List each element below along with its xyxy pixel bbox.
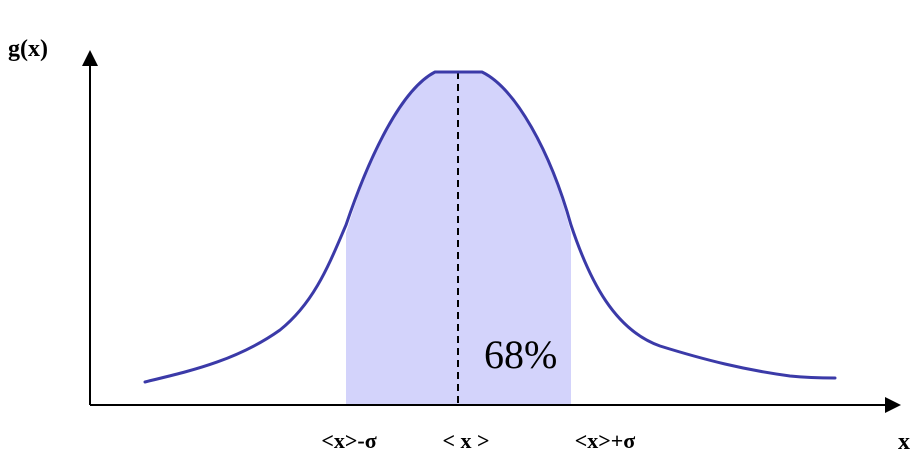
shaded-68-percent-area bbox=[346, 72, 571, 405]
tick-label-minus-sigma: <x>-σ bbox=[321, 428, 376, 453]
x-axis-label: x bbox=[898, 429, 910, 455]
bell-curve bbox=[143, 70, 837, 384]
y-axis-label: g(x) bbox=[8, 36, 48, 62]
tick-label-plus-sigma: <x>+σ bbox=[575, 428, 636, 453]
area-percentage-label: 68% bbox=[484, 332, 557, 377]
tick-label-mean: < x > bbox=[442, 428, 489, 453]
